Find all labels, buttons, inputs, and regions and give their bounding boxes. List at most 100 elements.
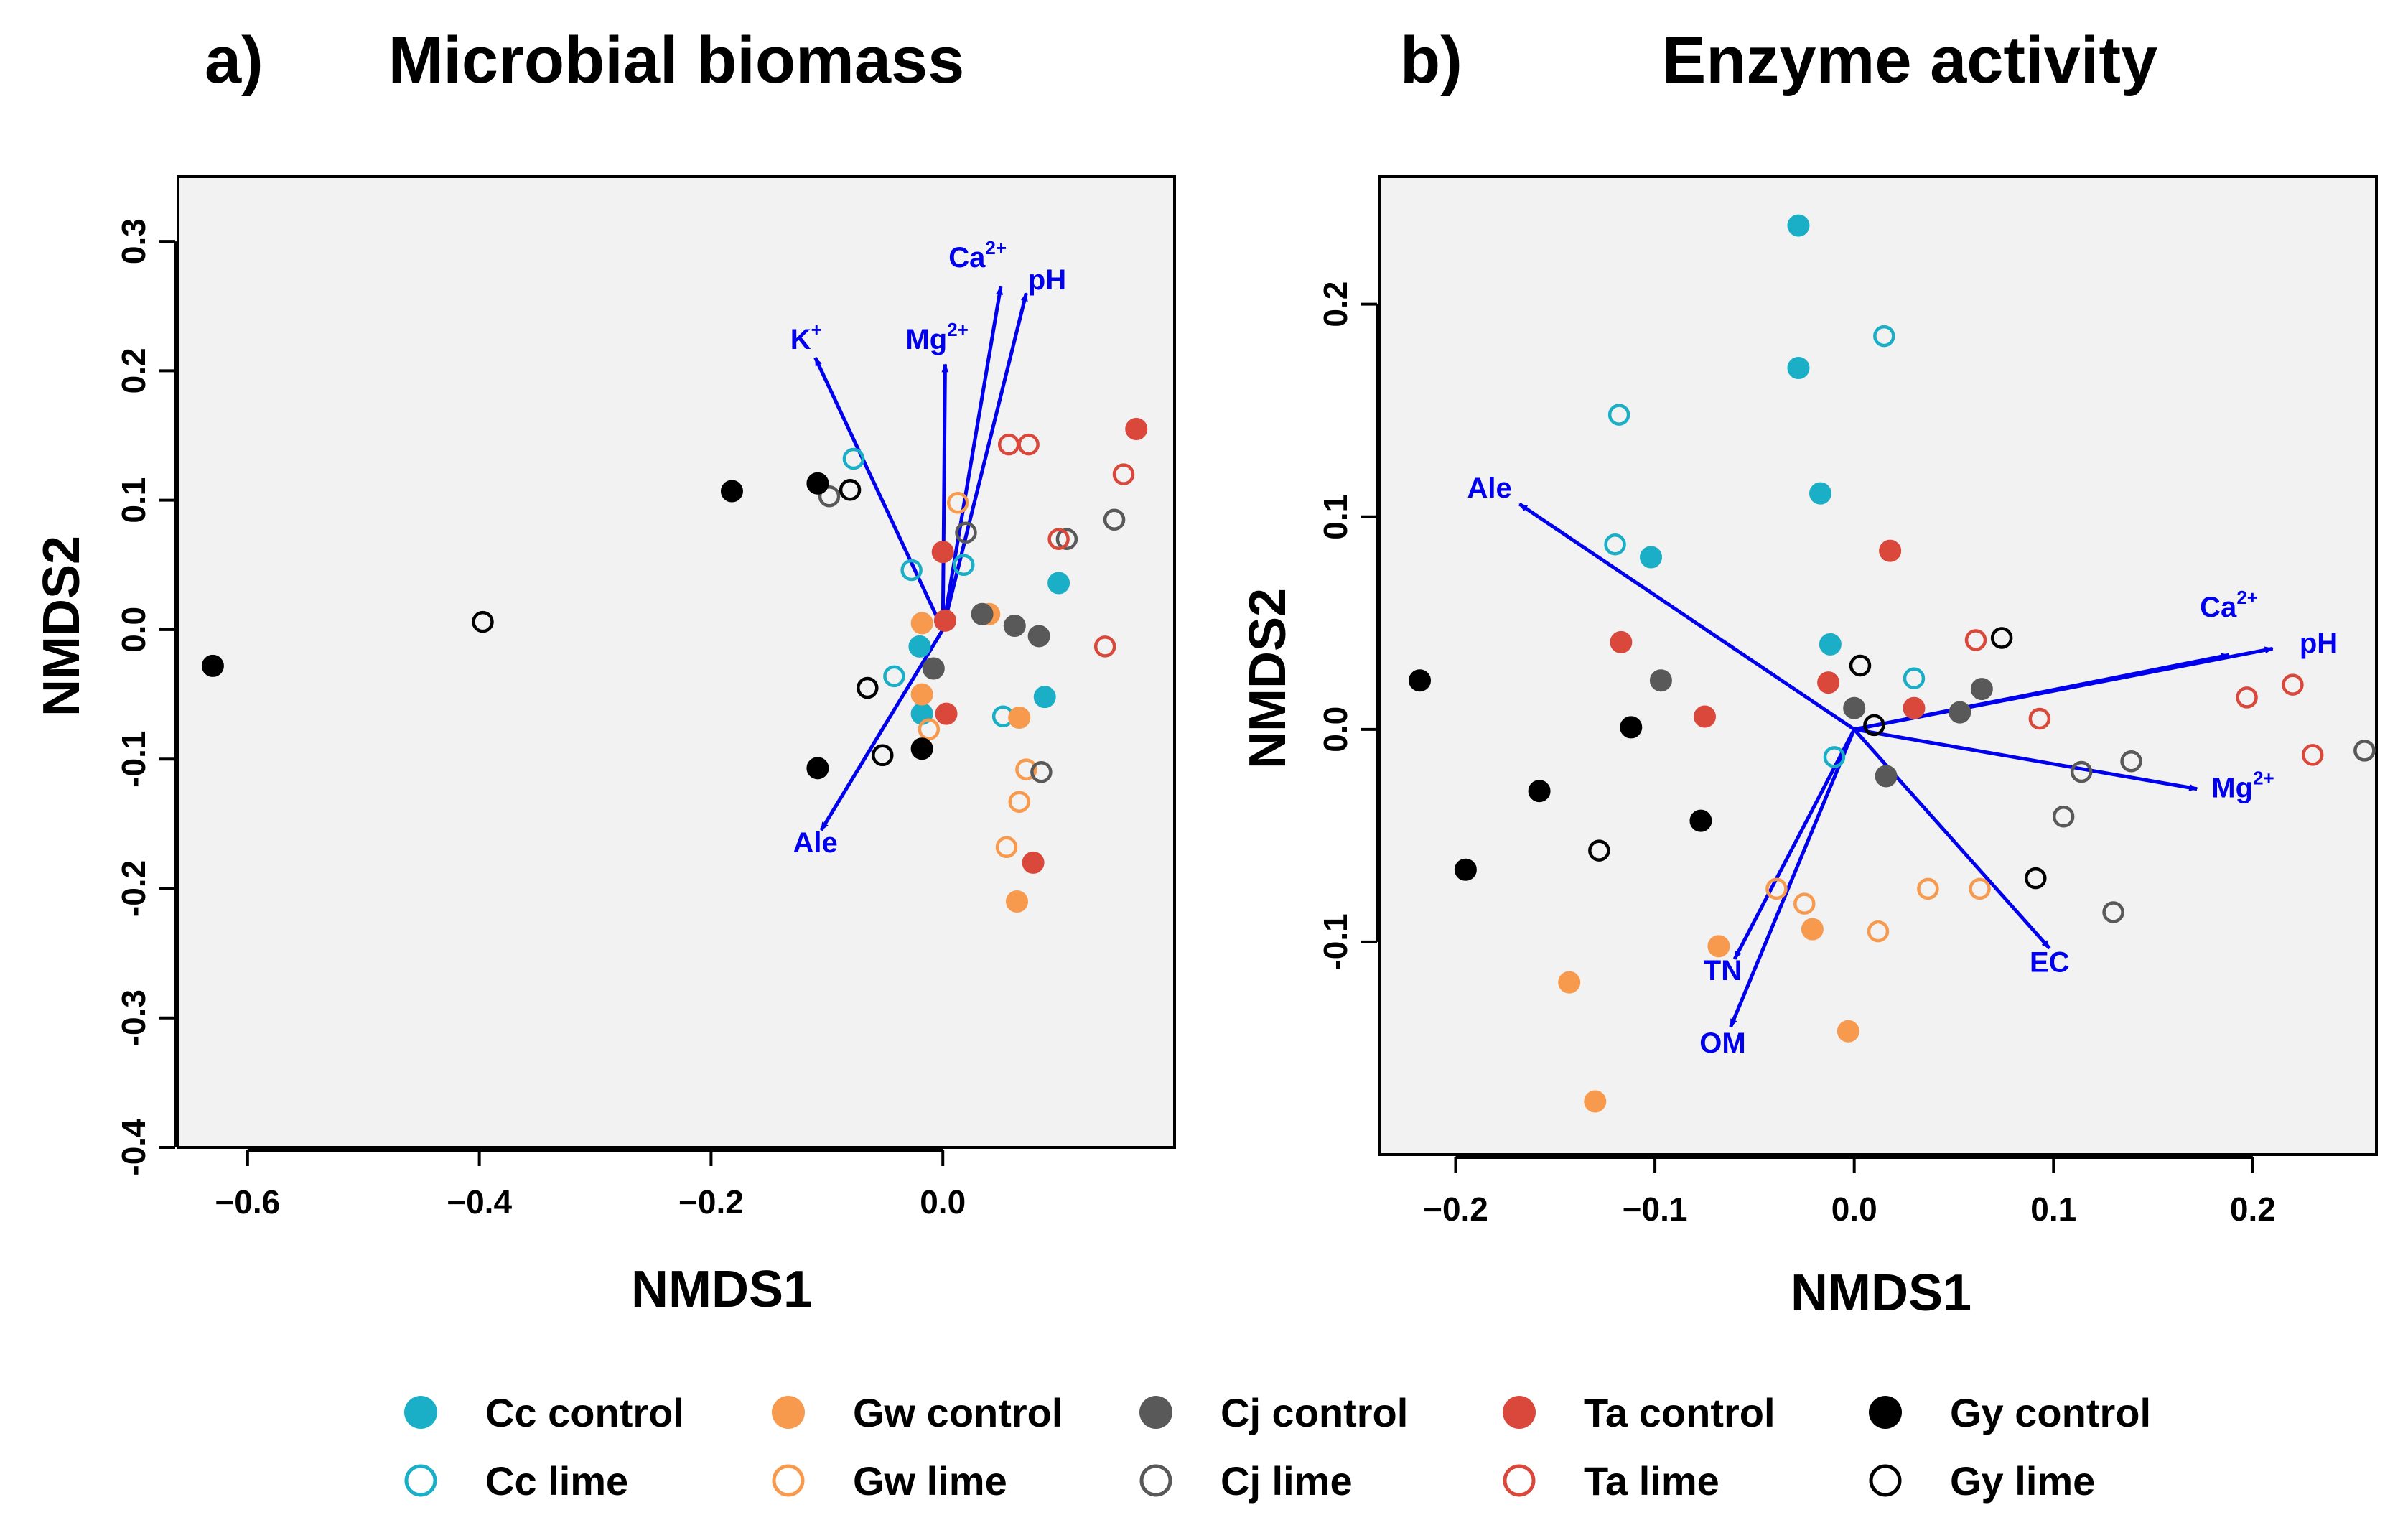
vector-arrow-ph — [941, 292, 1028, 630]
panel-a-y-label: NMDS2 — [33, 536, 90, 717]
y-tick-label: -0.1 — [115, 731, 152, 788]
point-gy-control — [1689, 809, 1712, 832]
point-gy-lime — [857, 676, 879, 699]
point-cc-lime — [1604, 533, 1626, 556]
legend-marker-open — [1139, 1464, 1172, 1497]
vector-label-superscript: 2+ — [985, 237, 1007, 258]
legend-item-cc-control: Cc control — [404, 1390, 684, 1435]
vector-arrow-om — [1729, 728, 1856, 1028]
point-gw-lime — [1867, 920, 1890, 943]
point-gw-lime — [1765, 877, 1788, 900]
vector-label-ph: pH — [2300, 628, 2338, 659]
vector-arrow-ale — [819, 628, 945, 831]
point-ta-control — [1903, 696, 1926, 719]
point-cc-control — [1640, 546, 1663, 569]
point-gw-control — [1008, 707, 1031, 729]
panel-a-x-axis: −0.6 −0.4 −0.2 0.0 — [215, 1149, 966, 1221]
y-tick-label: 0.2 — [115, 348, 152, 393]
panel-b-x-label: NMDS1 — [1791, 1264, 1971, 1322]
point-gw-control — [910, 612, 933, 635]
point-cc-lime — [1873, 325, 1895, 348]
y-tick-label: -0.2 — [115, 860, 152, 917]
vector-label-ca: Ca2+ — [948, 237, 1007, 274]
point-cc-control — [1787, 356, 1810, 379]
point-gy-control — [806, 472, 829, 495]
point-gy-lime — [872, 744, 894, 767]
point-cj-lime — [2120, 750, 2142, 773]
vector-label-text: EC — [2030, 946, 2070, 978]
legend-marker-filled — [1139, 1396, 1172, 1429]
point-gw-lime — [946, 492, 969, 514]
x-tick-label: −0.4 — [447, 1183, 512, 1221]
point-gw-lime — [1793, 892, 1816, 915]
vector-label-text: OM — [1699, 1027, 1745, 1059]
panel-b-points — [1409, 214, 2376, 1113]
panel-a-points — [201, 418, 1148, 913]
point-cc-lime — [842, 447, 865, 470]
vector-label-tn: TN — [1704, 955, 1742, 987]
point-cj-control — [1949, 701, 1971, 724]
y-tick-label: 0.3 — [115, 218, 152, 264]
vector-label-ph: pH — [1028, 264, 1066, 296]
point-cc-control — [1819, 633, 1842, 656]
point-ta-control — [1693, 705, 1716, 728]
point-cc-lime — [1823, 746, 1846, 768]
panel-b-y-label: NMDS2 — [1239, 588, 1297, 769]
point-gw-control — [1006, 890, 1029, 913]
vector-arrow-ph — [1854, 646, 2274, 732]
legend-marker-open — [1503, 1464, 1536, 1497]
point-gw-control — [910, 683, 933, 706]
vector-label-text: Mg — [905, 324, 947, 355]
y-tick-label: -0.1 — [1317, 913, 1354, 970]
point-ta-lime — [1093, 635, 1116, 658]
point-ta-control — [1125, 418, 1148, 441]
point-ta-lime — [2301, 744, 2324, 766]
point-gw-lime — [1008, 791, 1030, 813]
x-tick-label: −0.2 — [1423, 1190, 1488, 1228]
legend-label: Gw control — [853, 1390, 1063, 1435]
panel-b-plot-area — [1378, 175, 2378, 1156]
legend-marker-open — [1869, 1464, 1902, 1497]
panel-a-y-axis: -0.4 -0.3 -0.2 -0.1 0.0 0.1 0.2 0.3 — [115, 218, 177, 1176]
point-ta-lime — [1964, 629, 1987, 651]
legend-marker-filled — [1869, 1396, 1902, 1429]
point-cj-control — [1970, 678, 1993, 701]
vector-label-superscript: 2+ — [2236, 587, 2258, 608]
legend-item-ta-control: Ta control — [1503, 1390, 1775, 1435]
panel-b-title: Enzyme activity — [1662, 24, 2157, 97]
panel-a-title: Microbial biomass — [388, 24, 965, 97]
x-tick-label: −0.6 — [215, 1183, 280, 1221]
legend-label: Cc control — [485, 1390, 684, 1435]
point-gy-control — [1409, 669, 1432, 692]
x-tick-label: 0.0 — [920, 1183, 966, 1221]
legend-item-ta-lime: Ta lime — [1503, 1458, 1719, 1504]
x-tick-label: 0.1 — [2030, 1190, 2076, 1228]
point-gw-control — [1707, 935, 1730, 958]
legend-item-gy-control: Gy control — [1869, 1390, 2151, 1435]
x-tick-label: −0.2 — [678, 1183, 744, 1221]
point-ta-control — [1610, 630, 1633, 653]
legend-label: Cc lime — [485, 1458, 628, 1504]
point-ta-control — [1879, 539, 1902, 562]
point-gw-control — [1837, 1020, 1859, 1043]
vector-label-text: pH — [2300, 628, 2338, 659]
point-ta-control — [1022, 851, 1045, 874]
legend-label: Gy lime — [1950, 1458, 2095, 1504]
point-cc-control — [908, 635, 931, 658]
vector-label-text: Ca — [2200, 592, 2237, 623]
point-cj-lime — [2052, 805, 2075, 828]
point-gw-lime — [1015, 758, 1037, 780]
legend-marker-open — [404, 1464, 437, 1497]
panel-microbial-biomass: a) Microbial biomass −0.6 −0.4 −0.2 0.0 -0.… — [33, 24, 1176, 1318]
point-gy-lime — [1588, 839, 1610, 862]
point-gw-lime — [1917, 877, 1939, 900]
vector-arrow-mg — [941, 363, 949, 630]
vector-label-superscript: 2+ — [2253, 768, 2274, 789]
point-ta-lime — [2282, 673, 2304, 696]
vector-label-ale: Ale — [1467, 472, 1512, 504]
point-gy-control — [806, 757, 829, 780]
vector-label-mg: Mg2+ — [905, 319, 968, 355]
vector-arrow-k — [813, 357, 945, 630]
